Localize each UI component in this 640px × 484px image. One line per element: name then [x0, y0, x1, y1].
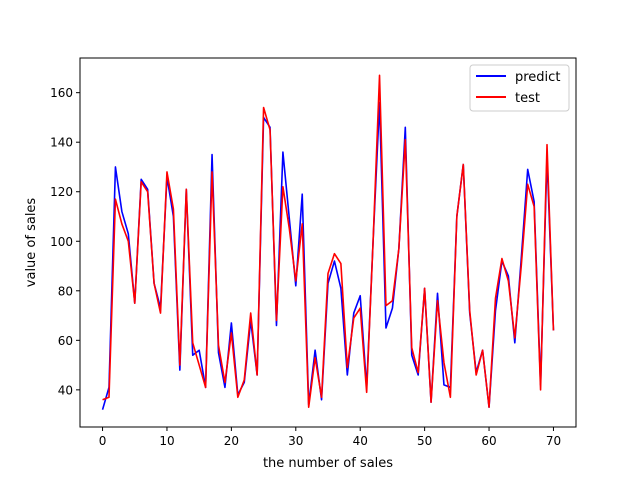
plot-lines — [101, 74, 555, 410]
x-axis-ticks: 0 10 20 30 40 50 60 70 — [99, 427, 561, 448]
y-axis-label: value of sales — [24, 198, 39, 288]
x-tick-label: 0 — [99, 434, 107, 448]
x-tick-label: 60 — [481, 434, 496, 448]
y-tick-label: 80 — [58, 284, 73, 298]
x-tick-label: 30 — [288, 434, 303, 448]
y-tick-label: 100 — [50, 235, 73, 249]
y-tick-label: 120 — [50, 185, 73, 199]
y-axis-ticks: 40 60 80 100 120 140 160 — [50, 86, 80, 397]
x-tick-label: 20 — [224, 434, 239, 448]
y-tick-label: 60 — [58, 334, 73, 348]
x-tick-label: 40 — [353, 434, 368, 448]
series-line-test — [102, 74, 555, 408]
y-tick-label: 160 — [50, 86, 73, 100]
legend: predict test — [469, 64, 570, 112]
x-tick-label: 50 — [417, 434, 432, 448]
axes-frame — [79, 57, 577, 428]
x-tick-label: 70 — [546, 434, 561, 448]
x-axis-label: the number of sales — [263, 456, 393, 471]
legend-label-test: test — [515, 91, 540, 106]
y-tick-label: 40 — [58, 383, 73, 397]
y-tick-label: 140 — [50, 136, 73, 150]
legend-label-predict: predict — [515, 70, 560, 85]
x-tick-label: 10 — [159, 434, 174, 448]
